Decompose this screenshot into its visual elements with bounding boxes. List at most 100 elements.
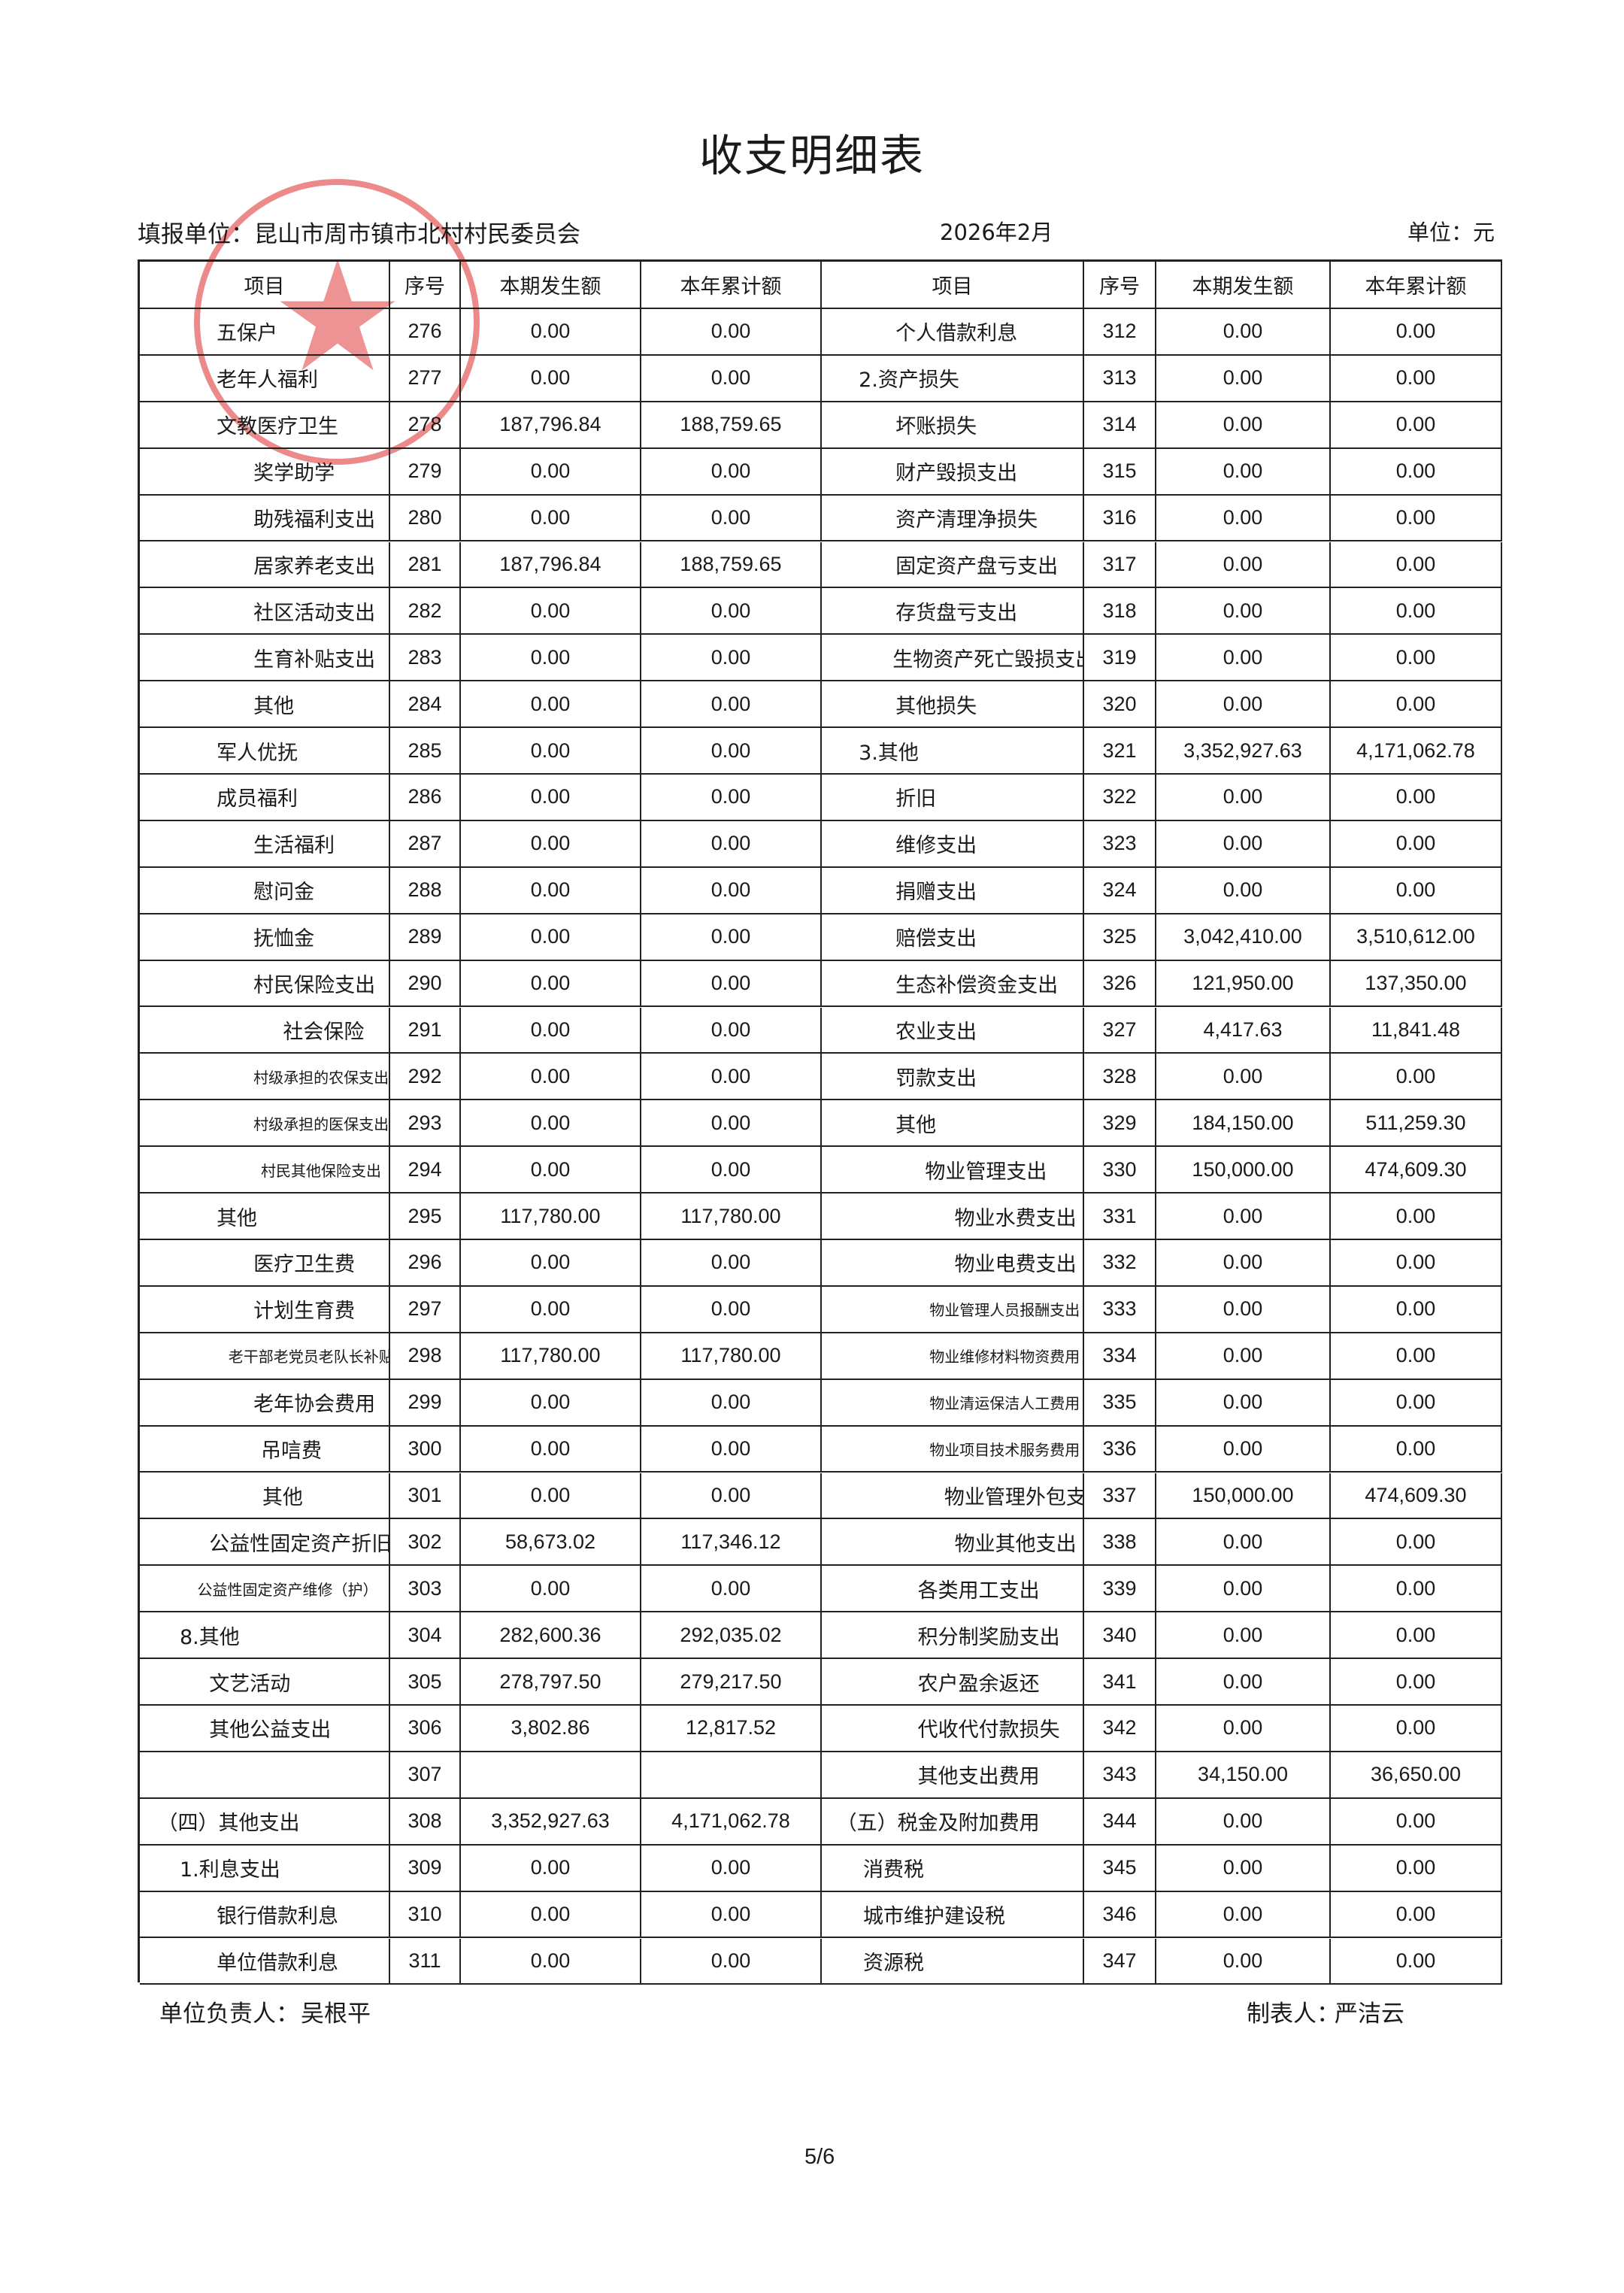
ytd-amount: 474,609.30 [1331,1147,1502,1194]
item-name: 银行借款利息 [140,1891,390,1939]
current-amount: 0.00 [461,1938,641,1985]
ytd-amount: 0.00 [641,1566,822,1613]
sequence-number: 294 [390,1147,461,1194]
item-name: 捐赠支出 [822,867,1084,914]
item-name: 消费税 [822,1845,1084,1892]
item-name: 其他 [140,1194,390,1240]
sequence-number: 289 [390,914,461,961]
sequence-number: 288 [390,867,461,914]
sequence-number: 279 [390,448,461,496]
current-amount [461,1752,641,1799]
sequence-number: 314 [1084,402,1156,449]
current-amount: 0.00 [1156,775,1331,821]
current-amount: 0.00 [1156,588,1331,635]
item-name: 资源税 [822,1938,1084,1985]
item-name: 物业水费支出 [822,1194,1084,1240]
current-amount: 0.00 [461,588,641,635]
ytd-amount: 0.00 [641,914,822,961]
ytd-amount: 0.00 [1331,448,1502,496]
ytd-amount: 0.00 [1331,1379,1502,1427]
item-name: 社会保险 [140,1007,390,1054]
ytd-amount: 0.00 [1331,355,1502,402]
ytd-amount: 0.00 [1331,1566,1502,1613]
ytd-amount: 0.00 [1331,1426,1502,1473]
sequence-number: 319 [1084,635,1156,682]
sequence-number: 324 [1084,867,1156,914]
ytd-amount: 36,650.00 [1331,1752,1502,1799]
sequence-number: 337 [1084,1473,1156,1520]
sequence-number: 286 [390,775,461,821]
sequence-number: 340 [1084,1612,1156,1660]
current-amount: 0.00 [461,1379,641,1427]
item-name: 赔偿支出 [822,914,1084,961]
sequence-number: 310 [390,1891,461,1939]
item-name: 物业管理人员报酬支出 [822,1286,1084,1333]
ytd-amount: 0.00 [1331,820,1502,868]
item-name: 其他公益支出 [140,1706,390,1752]
sequence-number: 278 [390,402,461,449]
sequence-number: 343 [1084,1752,1156,1799]
current-amount: 0.00 [461,728,641,775]
current-amount: 0.00 [1156,541,1331,589]
ytd-amount: 3,510,612.00 [1331,914,1502,961]
ytd-amount: 4,171,062.78 [1331,728,1502,775]
current-amount: 0.00 [1156,1240,1331,1287]
responsible-name: 吴根平 [301,2000,371,2028]
item-name: 老年人福利 [140,355,390,402]
sequence-number: 334 [1084,1333,1156,1380]
item-name: 积分制奖励支出 [822,1612,1084,1660]
ytd-amount: 0.00 [641,775,822,821]
item-name: 2.资产损失 [822,355,1084,402]
current-amount: 0.00 [461,1240,641,1287]
current-amount: 0.00 [1156,1612,1331,1660]
column-header: 序号 [390,262,461,309]
item-name: 物业管理外包支出 [822,1473,1084,1520]
current-amount: 0.00 [1156,867,1331,914]
current-amount: 0.00 [1156,635,1331,682]
current-amount: 0.00 [1156,495,1331,542]
ytd-amount: 0.00 [641,867,822,914]
item-name: 1.利息支出 [140,1845,390,1892]
item-name: 村民其他保险支出 [140,1147,390,1194]
sequence-number: 341 [1084,1659,1156,1706]
current-amount: 0.00 [1156,1659,1331,1706]
current-amount: 0.00 [1156,355,1331,402]
item-name: 其他支出费用 [822,1752,1084,1799]
current-amount: 0.00 [461,1473,641,1520]
ytd-amount: 0.00 [641,1240,822,1287]
current-amount: 0.00 [461,820,641,868]
current-amount: 0.00 [461,775,641,821]
item-name: 物业维修材料物资费用 [822,1333,1084,1380]
current-amount: 0.00 [1156,1194,1331,1240]
current-amount: 0.00 [461,309,641,356]
item-name: 其他 [140,681,390,729]
ytd-amount: 511,259.30 [1331,1100,1502,1148]
sequence-number: 306 [390,1706,461,1752]
item-name: 固定资产盘亏支出 [822,541,1084,589]
ytd-amount: 0.00 [1331,309,1502,356]
item-name: 村民保险支出 [140,960,390,1008]
ytd-amount: 0.00 [1331,867,1502,914]
sequence-number: 293 [390,1100,461,1148]
preparer-label: 制表人： [1247,2000,1340,2028]
item-name: 农业支出 [822,1007,1084,1054]
ytd-amount: 0.00 [641,1147,822,1194]
unit: 单位：元 [1407,220,1495,245]
sequence-number: 315 [1084,448,1156,496]
sequence-number: 328 [1084,1054,1156,1101]
ytd-amount: 0.00 [1331,1938,1502,1985]
sequence-number: 336 [1084,1426,1156,1473]
item-name: 公益性固定资产折旧 [140,1519,390,1567]
ytd-amount: 0.00 [641,1054,822,1101]
sequence-number: 295 [390,1194,461,1240]
item-name: 生态补偿资金支出 [822,960,1084,1008]
ytd-amount: 279,217.50 [641,1659,822,1706]
sequence-number: 335 [1084,1379,1156,1427]
sequence-number: 292 [390,1054,461,1101]
current-amount: 0.00 [1156,1333,1331,1380]
current-amount: 0.00 [461,960,641,1008]
item-name: 其他 [140,1473,390,1520]
current-amount: 282,600.36 [461,1612,641,1660]
item-name: 助残福利支出 [140,495,390,542]
ytd-amount: 0.00 [641,309,822,356]
